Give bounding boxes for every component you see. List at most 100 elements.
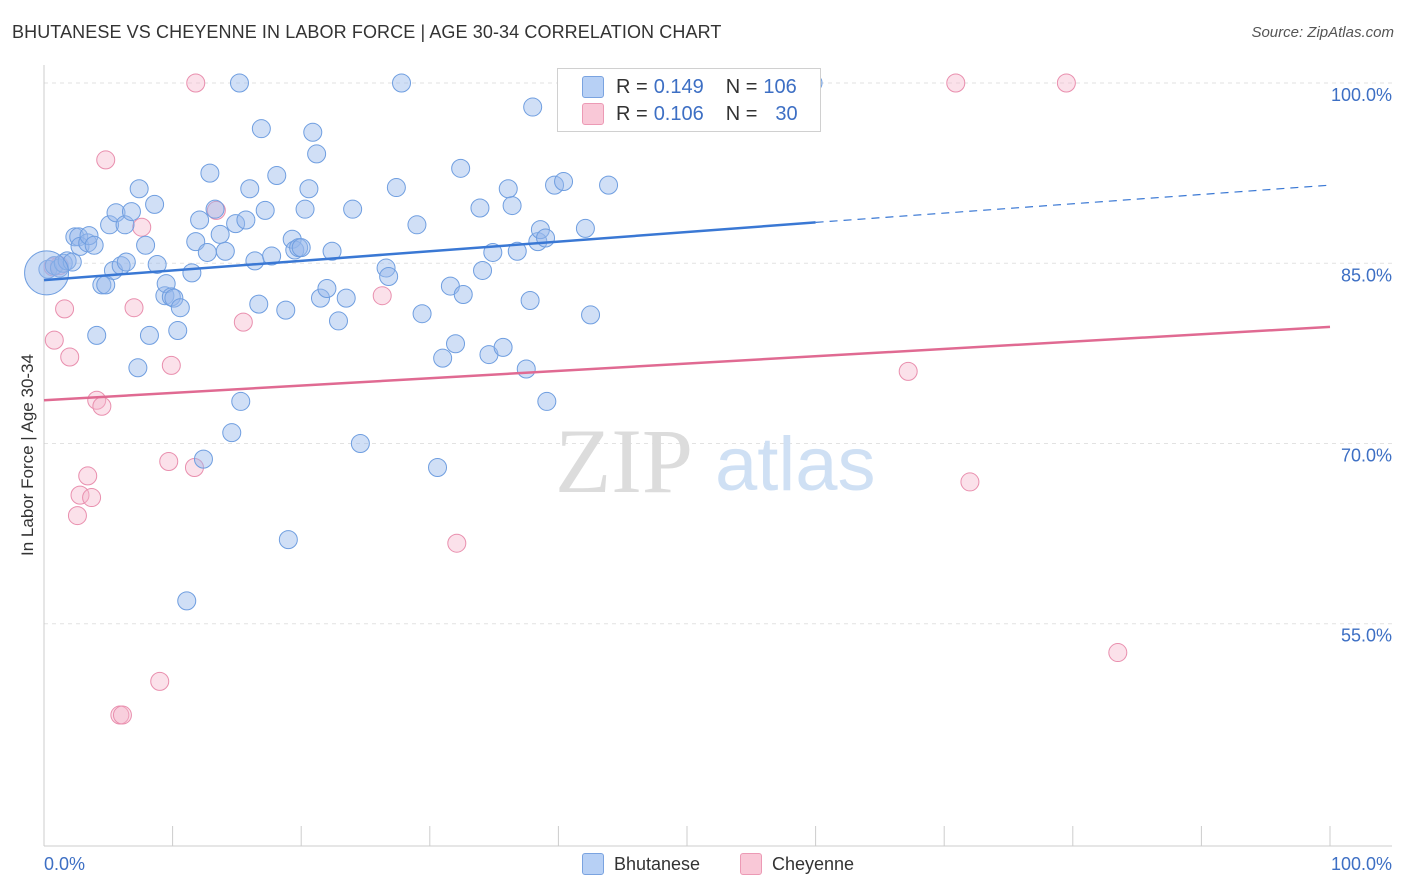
x-tick-label: 0.0% — [44, 854, 85, 874]
bhutanese-point — [229, 73, 249, 93]
bhutanese-point — [295, 199, 315, 219]
cheyenne-point — [124, 298, 144, 318]
cheyenne-point — [112, 705, 132, 725]
bhutanese-point — [343, 199, 363, 219]
bhutanese-point — [249, 294, 269, 314]
cheyenne-point — [70, 485, 90, 505]
bhutanese-point — [537, 391, 557, 411]
cheyenne-point — [82, 488, 102, 508]
bhutanese-point — [498, 179, 518, 199]
bhutanese-point — [322, 241, 342, 261]
bhutanese-point — [493, 337, 513, 357]
bhutanese-point — [236, 210, 256, 230]
bhutanese-point — [412, 304, 432, 324]
bhutanese-point — [205, 199, 225, 219]
bhutanese-point — [581, 305, 601, 325]
cheyenne-point — [132, 217, 152, 237]
bhutanese-point — [182, 263, 202, 283]
legend-cheyenne-r: 0.106 — [653, 102, 704, 125]
bhutanese-point — [251, 119, 271, 139]
bhutanese-point — [136, 235, 156, 255]
cheyenne-point — [233, 312, 253, 332]
cheyenne-legend-label: Cheyenne — [772, 853, 855, 874]
bhutanese-point — [193, 449, 213, 469]
bhutanese-point — [350, 433, 370, 453]
bhutanese-point — [84, 235, 104, 255]
bhutanese-point — [317, 278, 337, 298]
bhutanese-point — [379, 266, 399, 286]
cheyenne-point — [372, 286, 392, 306]
cheyenne-point — [1056, 73, 1076, 93]
bhutanese-point — [116, 252, 136, 272]
axes — [43, 65, 1392, 847]
bhutanese-point — [129, 179, 149, 199]
watermark-atlas: atlas — [715, 422, 876, 507]
cheyenne-point — [960, 472, 980, 492]
bhutanese-point — [310, 288, 330, 308]
cheyenne-legend-swatch — [740, 853, 762, 875]
bhutanese-point — [262, 246, 282, 266]
bhutanese-point — [446, 334, 466, 354]
bhutanese-point — [245, 251, 265, 271]
bhutanese-point — [276, 300, 296, 320]
bhutanese-point — [428, 458, 448, 478]
cheyenne-point — [159, 452, 179, 472]
bhutanese-swatch — [582, 76, 604, 98]
bhutanese-point — [147, 254, 167, 274]
trend-lines — [43, 184, 1331, 402]
bottom-legend-cheyenne: Cheyenne — [740, 852, 854, 876]
bhutanese-legend-swatch — [582, 853, 604, 875]
bhutanese-point — [291, 238, 311, 258]
cheyenne-point — [946, 73, 966, 93]
bhutanese-point-cluster — [24, 250, 70, 296]
legend-n-label: N = — [725, 102, 758, 125]
source-label: Source: ZipAtlas.com — [1251, 24, 1394, 41]
bhutanese-point — [392, 73, 412, 93]
cheyenne-trend-line — [43, 325, 1331, 402]
bhutanese-legend-label: Bhutanese — [614, 853, 701, 874]
bhutanese-point — [210, 224, 230, 244]
bhutanese-points — [24, 73, 823, 611]
cheyenne-point — [161, 355, 181, 375]
bhutanese-point — [139, 325, 159, 345]
bhutanese-point — [255, 200, 275, 220]
watermark-zip: ZIP — [555, 410, 693, 512]
x-tick-label: 100.0% — [1331, 854, 1392, 874]
y-tick-label: 70.0% — [1341, 445, 1392, 465]
cheyenne-point — [447, 533, 467, 553]
bhutanese-point — [79, 226, 99, 246]
bhutanese-point — [599, 175, 619, 195]
bhutanese-point — [473, 260, 493, 280]
bhutanese-point — [328, 311, 348, 331]
chart-title: BHUTANESE VS CHEYENNE IN LABOR FORCE | A… — [12, 22, 722, 42]
bhutanese-point — [502, 196, 522, 216]
bhutanese-trend-extension — [815, 184, 1331, 223]
watermark: ZIP atlas — [555, 410, 876, 512]
legend-r-label: R = — [616, 75, 648, 98]
bhutanese-trend-line — [43, 221, 816, 282]
bhutanese-point — [523, 97, 543, 117]
cheyenne-point — [92, 396, 112, 416]
bhutanese-point — [100, 215, 120, 235]
cheyenne-point — [78, 466, 98, 486]
bhutanese-point — [121, 202, 141, 222]
bhutanese-point — [164, 288, 184, 308]
legend-bhutanese-r: 0.149 — [653, 75, 704, 98]
cheyenne-point — [206, 200, 226, 220]
bhutanese-point — [299, 179, 319, 199]
legend-row-cheyenne: R = 0.106 N = 30 — [582, 100, 798, 128]
bhutanese-point — [215, 241, 235, 261]
bhutanese-point — [433, 348, 453, 368]
bhutanese-point — [226, 214, 246, 234]
cheyenne-point — [898, 361, 918, 381]
cheyenne-point — [150, 671, 170, 691]
tick-labels: 100.0% 85.0% 70.0% 55.0% 0.0% 100.0% — [44, 85, 1392, 874]
bhutanese-point — [507, 241, 527, 261]
bhutanese-point — [170, 298, 190, 318]
legend-r-label: R = — [616, 102, 648, 125]
bhutanese-point — [128, 358, 148, 378]
bhutanese-point — [231, 391, 251, 411]
y-tick-label: 100.0% — [1331, 85, 1392, 105]
bhutanese-point — [87, 325, 107, 345]
bhutanese-point — [451, 158, 471, 178]
